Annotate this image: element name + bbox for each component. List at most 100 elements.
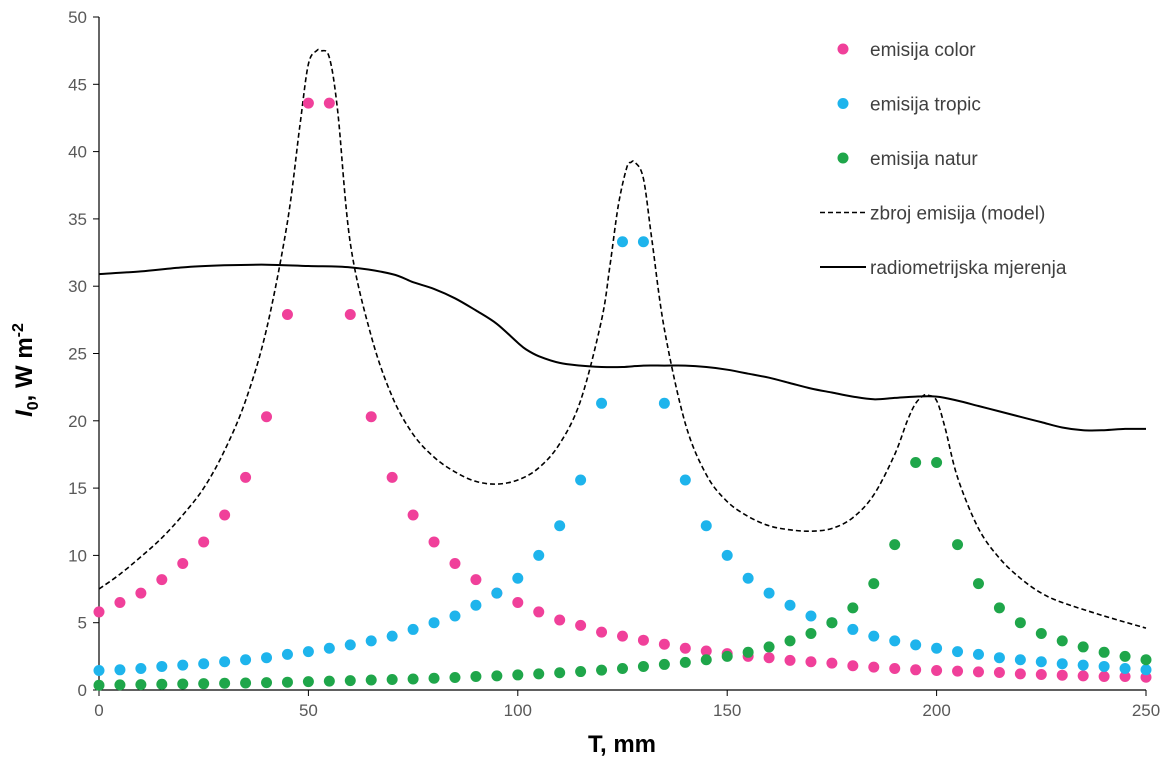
- y-tick-label: 15: [68, 479, 87, 498]
- marker-emisija-natur: [1014, 617, 1026, 629]
- marker-emisija-natur: [993, 602, 1005, 614]
- marker-emisija-natur: [1140, 654, 1152, 666]
- marker-emisija-tropic: [1140, 664, 1152, 676]
- marker-emisija-natur: [323, 675, 335, 687]
- marker-emisija-tropic: [931, 642, 943, 654]
- marker-emisija-tropic: [302, 646, 314, 658]
- marker-emisija-color: [805, 656, 817, 668]
- marker-emisija-color: [596, 626, 608, 638]
- marker-emisija-natur: [742, 646, 754, 658]
- marker-emisija-natur: [637, 660, 649, 672]
- marker-emisija-tropic: [742, 572, 754, 584]
- marker-emisija-natur: [386, 674, 398, 686]
- marker-emisija-tropic: [637, 236, 649, 248]
- marker-emisija-tropic: [972, 648, 984, 660]
- legend-label: radiometrijska mjerenja: [870, 258, 1067, 279]
- marker-emisija-tropic: [533, 549, 545, 561]
- marker-emisija-tropic: [1077, 659, 1089, 671]
- marker-emisija-natur: [135, 679, 147, 691]
- marker-emisija-natur: [1077, 641, 1089, 653]
- marker-emisija-color: [240, 471, 252, 483]
- marker-emisija-tropic: [889, 635, 901, 647]
- marker-emisija-tropic: [1119, 662, 1131, 674]
- marker-emisija-color: [1098, 671, 1110, 683]
- marker-emisija-tropic: [1056, 658, 1068, 670]
- marker-emisija-color: [407, 509, 419, 521]
- marker-emisija-color: [931, 664, 943, 676]
- marker-emisija-tropic: [428, 617, 440, 629]
- marker-emisija-color: [1035, 669, 1047, 681]
- marker-emisija-tropic: [1098, 660, 1110, 672]
- marker-emisija-color: [344, 308, 356, 320]
- marker-emisija-color: [261, 411, 273, 423]
- marker-emisija-natur: [428, 672, 440, 684]
- marker-emisija-natur: [93, 679, 105, 691]
- marker-emisija-tropic: [344, 639, 356, 651]
- y-tick-label: 10: [68, 546, 87, 565]
- tick-labels: 0 50 100 150 200 250 0 5 10 15 20 25 30 35 40 45 50: [68, 8, 1160, 720]
- y-axis-title-superscript: -2: [10, 323, 27, 337]
- marker-emisija-natur: [805, 627, 817, 639]
- marker-emisija-natur: [596, 664, 608, 676]
- marker-emisija-natur: [1098, 646, 1110, 658]
- marker-emisija-color: [763, 652, 775, 664]
- marker-emisija-tropic: [449, 610, 461, 622]
- marker-emisija-tropic: [386, 630, 398, 642]
- marker-emisija-color: [637, 634, 649, 646]
- marker-emisija-tropic: [114, 664, 126, 676]
- marker-emisija-tropic: [575, 474, 587, 486]
- marker-emisija-natur: [156, 678, 168, 690]
- marker-emisija-tropic: [868, 630, 880, 642]
- marker-emisija-color: [281, 308, 293, 320]
- marker-emisija-natur: [868, 578, 880, 590]
- marker-emisija-natur: [198, 678, 210, 690]
- marker-emisija-natur: [449, 671, 461, 683]
- marker-emisija-natur: [470, 671, 482, 683]
- y-tick-label: 25: [68, 345, 87, 364]
- legend-marker-emisija-tropic: [837, 98, 849, 109]
- series-markers: [93, 97, 1152, 691]
- legend-label: emisija natur: [870, 149, 978, 170]
- marker-emisija-tropic: [805, 610, 817, 622]
- y-tick-label: 5: [78, 614, 87, 633]
- marker-emisija-tropic: [219, 656, 231, 668]
- marker-emisija-color: [365, 411, 377, 423]
- marker-emisija-color: [449, 557, 461, 569]
- marker-emisija-natur: [344, 675, 356, 687]
- marker-emisija-tropic: [470, 599, 482, 611]
- axes: [93, 16, 1147, 696]
- marker-emisija-natur: [512, 669, 524, 681]
- marker-emisija-tropic: [617, 236, 628, 248]
- marker-emisija-tropic: [910, 639, 922, 651]
- marker-emisija-tropic: [156, 660, 168, 672]
- marker-emisija-tropic: [512, 572, 524, 584]
- marker-emisija-natur: [261, 677, 273, 689]
- y-tick-label: 50: [68, 8, 87, 27]
- marker-emisija-color: [868, 661, 880, 673]
- marker-emisija-color: [972, 666, 984, 678]
- legend-marker-emisija-natur: [837, 152, 849, 164]
- y-tick-label: 35: [68, 210, 87, 229]
- marker-emisija-natur: [365, 674, 377, 686]
- y-tick-label: 30: [68, 277, 87, 296]
- marker-emisija-color: [910, 664, 922, 676]
- marker-emisija-color: [993, 667, 1005, 679]
- marker-emisija-color: [575, 619, 587, 631]
- x-tick-label: 0: [94, 701, 103, 720]
- legend-label: zbroj emisija (model): [870, 204, 1045, 225]
- marker-emisija-tropic: [407, 623, 419, 635]
- x-tick-label: 200: [922, 701, 950, 720]
- y-axis-title: I0, W m-2: [10, 323, 42, 417]
- marker-emisija-tropic: [554, 520, 566, 532]
- x-tick-label: 100: [504, 701, 532, 720]
- marker-emisija-tropic: [281, 648, 293, 660]
- marker-emisija-natur: [679, 656, 691, 668]
- x-tick-label: 150: [713, 701, 741, 720]
- y-axis-title-subscript: 0: [25, 401, 42, 410]
- marker-emisija-natur: [889, 539, 901, 551]
- x-axis-title: T, mm: [588, 731, 656, 758]
- marker-emisija-tropic: [952, 646, 964, 658]
- marker-emisija-color: [533, 606, 545, 618]
- marker-emisija-natur: [177, 678, 189, 690]
- marker-emisija-natur: [219, 677, 231, 689]
